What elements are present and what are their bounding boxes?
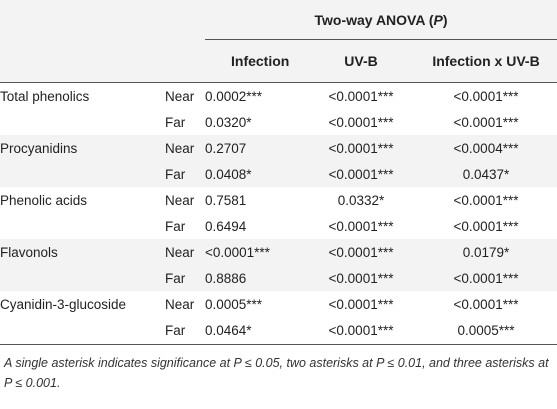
table-row: Total phenolics Near 0.0002*** <0.0001*** <0…: [0, 83, 557, 110]
infection-x-uvb-p-cell: <0.0001***: [453, 218, 519, 234]
table-body: Total phenolics Near 0.0002*** <0.0001*** <0…: [0, 83, 557, 345]
position-cell: Far: [165, 265, 205, 291]
table-footnote: A single asterisk indicates significance…: [4, 356, 549, 390]
column-header-uvb: UV-B: [307, 39, 415, 83]
compound-cell: [0, 161, 165, 187]
infection-p-cell: 0.0464*: [205, 317, 307, 345]
header-group-row: Two-way ANOVA (P): [0, 0, 557, 40]
infection-p-cell: 0.0408*: [205, 161, 307, 187]
position-cell: Near: [165, 88, 195, 104]
header-blank-cell: [165, 0, 205, 40]
infection-x-uvb-p-cell: <0.0004***: [415, 135, 557, 161]
infection-x-uvb-p-cell: <0.0001***: [453, 114, 519, 130]
infection-p-cell: 0.0320*: [205, 114, 252, 130]
infection-x-uvb-p-cell: <0.0001***: [453, 88, 519, 104]
uvb-p-cell: <0.0001***: [328, 296, 394, 312]
infection-x-uvb-p-cell: <0.0001***: [453, 296, 519, 312]
uvb-p-cell: <0.0001***: [307, 317, 415, 345]
table-row: Far 0.0464* <0.0001*** 0.0005***: [0, 317, 557, 345]
compound-cell: Total phenolics: [0, 88, 90, 104]
table-row: Far 0.0408* <0.0001*** 0.0437*: [0, 161, 557, 187]
uvb-p-cell: 0.0332*: [337, 192, 385, 208]
infection-x-uvb-p-cell: 0.0437*: [415, 161, 557, 187]
position-cell: Far: [165, 161, 205, 187]
uvb-p-cell: <0.0001***: [328, 114, 394, 130]
table-row: Phenolic acids Near 0.7581 0.0332* <0.0001**…: [0, 187, 557, 213]
position-cell: Near: [165, 135, 205, 161]
position-cell: Near: [165, 239, 205, 265]
compound-cell: [0, 317, 165, 345]
group-title-end: ): [442, 11, 448, 28]
infection-p-cell: 0.6494: [205, 218, 247, 234]
group-title-p: P: [433, 11, 443, 28]
group-title-text: Two-way ANOVA (: [314, 11, 434, 28]
compound-cell: [0, 265, 165, 291]
anova-group-header: Two-way ANOVA (P): [205, 0, 557, 40]
header-columns-row: Infection UV-B Infection x UV-B: [0, 39, 557, 83]
compound-cell: [0, 213, 165, 239]
table-row: Procyanidins Near 0.2707 <0.0001*** <0.0004*…: [0, 135, 557, 161]
table-row: Flavonols Near <0.0001*** <0.0001*** 0.0179*: [0, 239, 557, 265]
column-header-infection-x-uvb: Infection x UV-B: [415, 39, 557, 83]
position-cell: Near: [165, 192, 195, 208]
compound-cell: Flavonols: [0, 239, 165, 265]
infection-x-uvb-p-cell: <0.0001***: [415, 265, 557, 291]
infection-x-uvb-p-cell: <0.0001***: [453, 192, 519, 208]
infection-x-uvb-p-cell: 0.0179*: [415, 239, 557, 265]
table-row: Far 0.6494 <0.0001*** <0.0001***: [0, 213, 557, 239]
header-blank-cell: [165, 39, 205, 83]
compound-cell: Cyanidin-3-glucoside: [0, 296, 127, 312]
compound-cell: [0, 109, 165, 135]
infection-x-uvb-p-cell: 0.0005***: [415, 317, 557, 345]
position-cell: Near: [165, 296, 195, 312]
compound-cell: Phenolic acids: [0, 192, 88, 208]
uvb-p-cell: <0.0001***: [307, 239, 415, 265]
uvb-p-cell: <0.0001***: [307, 265, 415, 291]
infection-p-cell: 0.8886: [205, 265, 307, 291]
uvb-p-cell: <0.0001***: [328, 88, 394, 104]
position-cell: Far: [165, 317, 205, 345]
infection-p-cell: <0.0001***: [205, 239, 307, 265]
infection-p-cell: 0.2707: [205, 135, 307, 161]
infection-p-cell: 0.7581: [205, 192, 247, 208]
table-row: Far 0.8886 <0.0001*** <0.0001***: [0, 265, 557, 291]
header-blank-cell: [0, 39, 165, 83]
anova-table-container: Two-way ANOVA (P) Infection UV-B Infecti…: [0, 0, 557, 390]
column-header-infection: Infection: [205, 39, 307, 83]
uvb-p-cell: <0.0001***: [328, 218, 394, 234]
table-row: Cyanidin-3-glucoside Near 0.0005*** <0.0001…: [0, 291, 557, 317]
header-blank-cell: [0, 0, 165, 40]
anova-table: Two-way ANOVA (P) Infection UV-B Infecti…: [0, 0, 557, 345]
infection-p-cell: 0.0005***: [205, 296, 263, 312]
infection-p-cell: 0.0002***: [205, 88, 263, 104]
uvb-p-cell: <0.0001***: [307, 135, 415, 161]
position-cell: Far: [165, 218, 186, 234]
position-cell: Far: [165, 114, 186, 130]
table-row: Far 0.0320* <0.0001*** <0.0001***: [0, 109, 557, 135]
compound-cell: Procyanidins: [0, 135, 165, 161]
uvb-p-cell: <0.0001***: [307, 161, 415, 187]
